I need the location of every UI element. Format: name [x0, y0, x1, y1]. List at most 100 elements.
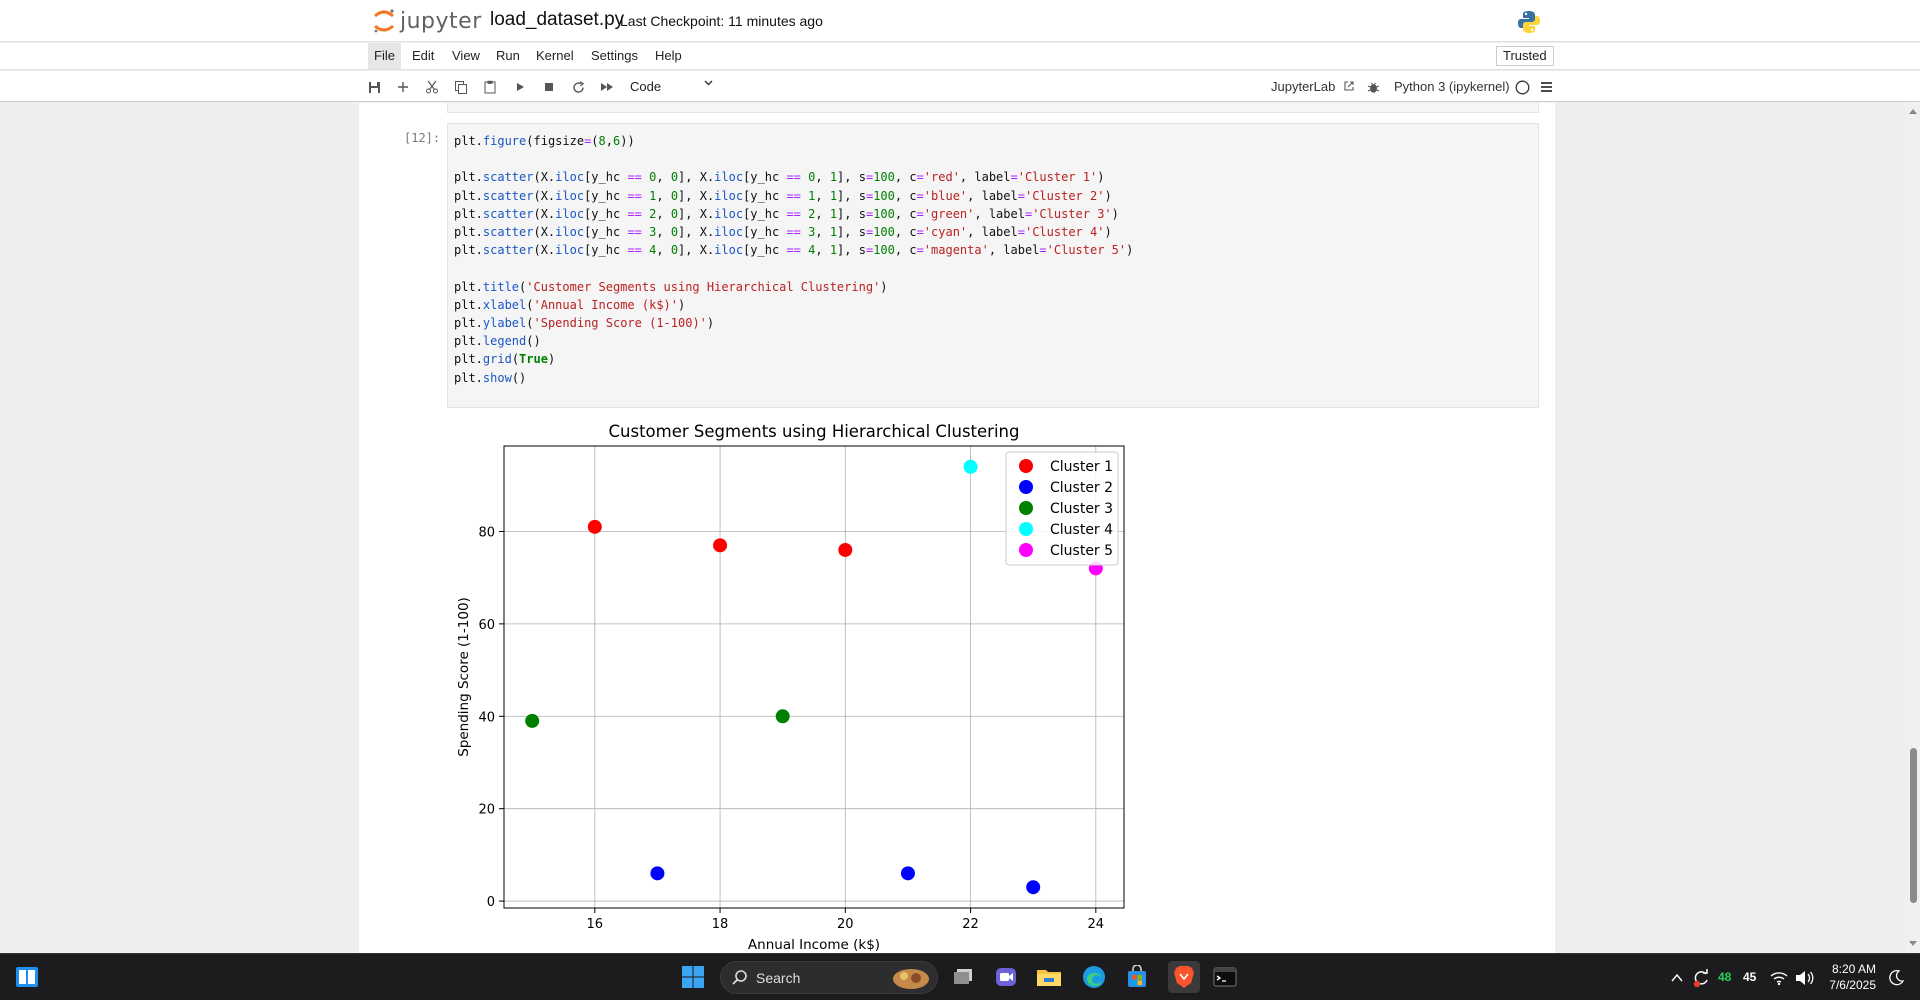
- y-tick-label: 0: [487, 895, 495, 910]
- menu-run[interactable]: Run: [496, 48, 520, 63]
- add-cell-icon[interactable]: [393, 77, 413, 97]
- notebook-panel: [12]: plt.figure(figsize=(8,6)) plt.scat…: [359, 103, 1555, 953]
- x-tick-label: 18: [712, 917, 729, 932]
- legend-marker: [1019, 480, 1033, 494]
- code-cell[interactable]: plt.figure(figsize=(8,6)) plt.scatter(X.…: [447, 123, 1539, 408]
- menu-view[interactable]: View: [452, 48, 480, 63]
- code-line: plt.figure(figsize=(8,6)): [454, 134, 635, 148]
- wifi-icon[interactable]: [1770, 970, 1788, 986]
- axes-frame: [503, 445, 1125, 909]
- code-line: plt.scatter(X.iloc[y_hc == 0, 0], X.iloc…: [454, 170, 1105, 185]
- legend-label: Cluster 1: [1050, 459, 1113, 475]
- code-line: plt.scatter(X.iloc[y_hc == 2, 0], X.iloc…: [454, 206, 1119, 221]
- app-header: jupyter load_dataset.py Last Checkpoint:…: [0, 0, 1920, 42]
- kernel-name[interactable]: Python 3 (ipykernel): [1394, 79, 1510, 94]
- legend-marker: [1019, 522, 1033, 536]
- meet-video-icon[interactable]: [993, 964, 1019, 990]
- copy-icon[interactable]: [451, 77, 471, 97]
- jupyterlab-link-label: JupyterLab: [1271, 79, 1336, 94]
- start-windows-icon[interactable]: [680, 964, 706, 990]
- sync-alert-icon[interactable]: [1691, 968, 1711, 988]
- search-icon: [732, 970, 747, 985]
- restart-icon[interactable]: [568, 77, 588, 97]
- task-view-icon[interactable]: [950, 964, 976, 990]
- clock-date: 7/6/2025: [1829, 978, 1876, 992]
- scroll-up-arrow-icon[interactable]: [1906, 105, 1920, 119]
- vertical-scrollbar[interactable]: [1906, 103, 1920, 953]
- edge-browser-icon[interactable]: [1081, 964, 1107, 990]
- scroll-down-arrow-icon[interactable]: [1906, 936, 1920, 950]
- menu-help[interactable]: Help: [655, 48, 682, 63]
- notebook-name[interactable]: load_dataset.py: [490, 9, 625, 30]
- search-label: Search: [756, 970, 801, 986]
- menu-edit[interactable]: Edit: [412, 48, 435, 63]
- jupyter-logo-text: jupyter: [400, 8, 482, 34]
- legend-marker: [1019, 459, 1033, 473]
- tray-chevron-up-icon[interactable]: [1670, 971, 1684, 985]
- scatter-chart: 16 18 20 22 24 0 20 40 60 80 Customer Segments usi…: [456, 422, 1125, 953]
- code-line: plt.scatter(X.iloc[y_hc == 4, 0], X.iloc…: [454, 243, 1134, 258]
- terminal-icon[interactable]: [1212, 964, 1238, 990]
- run-icon[interactable]: [510, 77, 530, 97]
- menu-file[interactable]: File: [368, 43, 401, 69]
- code-editor[interactable]: plt.figure(figsize=(8,6)) plt.scatter(X.…: [454, 132, 1133, 387]
- code-line: plt.legend(): [454, 334, 541, 349]
- debugger-bug-icon[interactable]: [1363, 77, 1383, 97]
- jupyter-logo[interactable]: jupyter: [372, 6, 482, 36]
- y-tick-label: 40: [478, 710, 495, 725]
- paste-icon[interactable]: [480, 77, 500, 97]
- cut-icon[interactable]: [422, 77, 442, 97]
- legend-box: [1005, 451, 1119, 566]
- run-all-icon[interactable]: [597, 77, 617, 97]
- x-tick-label: 22: [962, 917, 979, 932]
- chart-title: Customer Segments using Hierarchical Clu…: [609, 422, 1020, 441]
- taskbar-search[interactable]: Search: [720, 961, 938, 994]
- previous-cell[interactable]: [447, 103, 1539, 113]
- notebook-toolbar: Code JupyterLab Python 3 (ipykernel): [0, 71, 1920, 102]
- menu-bar: File Edit View Run Kernel Settings Help …: [0, 43, 1920, 70]
- store-icon[interactable]: [1124, 964, 1150, 990]
- windows-taskbar: Search 48 45 8:20 AM 7/6/2025: [0, 953, 1920, 1000]
- legend-marker: [1019, 501, 1033, 515]
- volume-icon[interactable]: [1794, 970, 1814, 986]
- x-tick-label: 24: [1088, 917, 1105, 932]
- cell-type-select[interactable]: Code: [630, 79, 662, 94]
- checkpoint-status: Last Checkpoint: 11 minutes ago: [620, 13, 823, 29]
- trusted-indicator[interactable]: Trusted: [1496, 46, 1554, 66]
- data-point: [775, 709, 790, 724]
- save-icon[interactable]: [364, 77, 384, 97]
- code-line: plt.grid(True): [454, 352, 556, 367]
- menu-icon[interactable]: [1536, 77, 1556, 97]
- widgets-icon[interactable]: [14, 965, 40, 989]
- jupyter-icon: [374, 9, 394, 33]
- plot-output: 16 18 20 22 24 0 20 40 60 80 Customer Segments usi…: [447, 408, 1127, 953]
- clock[interactable]: 8:20 AM 7/6/2025: [1820, 961, 1876, 993]
- legend-label: Cluster 4: [1050, 522, 1113, 538]
- data-point: [900, 866, 915, 881]
- stop-icon[interactable]: [539, 77, 559, 97]
- brave-browser-icon[interactable]: [1168, 961, 1200, 993]
- data-point: [963, 459, 978, 474]
- legend-label: Cluster 3: [1050, 501, 1113, 517]
- code-line: plt.show(): [454, 370, 527, 385]
- y-tick-label: 60: [478, 618, 495, 633]
- file-explorer-icon[interactable]: [1036, 964, 1062, 990]
- code-line: plt.xlabel('Annual Income (k$)'): [454, 297, 686, 312]
- menu-settings[interactable]: Settings: [591, 48, 638, 63]
- data-point: [713, 538, 728, 553]
- data-point: [650, 866, 665, 881]
- scrollbar-thumb[interactable]: [1910, 748, 1917, 903]
- code-line: plt.title('Customer Segments using Hiera…: [454, 279, 888, 294]
- data-point: [1026, 880, 1041, 895]
- tray-indicator-b: 45: [1743, 970, 1757, 984]
- legend-marker: [1019, 543, 1033, 557]
- notifications-moon-icon[interactable]: [1888, 970, 1904, 986]
- chevron-down-icon[interactable]: [703, 77, 714, 91]
- x-axis-label: Annual Income (k$): [748, 937, 880, 953]
- code-line: plt.ylabel('Spending Score (1-100)'): [454, 316, 715, 331]
- code-line: plt.scatter(X.iloc[y_hc == 1, 0], X.iloc…: [454, 188, 1112, 203]
- jupyterlab-link[interactable]: JupyterLab: [1271, 79, 1355, 94]
- data-point: [838, 542, 853, 557]
- data-point: [525, 713, 540, 728]
- menu-kernel[interactable]: Kernel: [536, 48, 574, 63]
